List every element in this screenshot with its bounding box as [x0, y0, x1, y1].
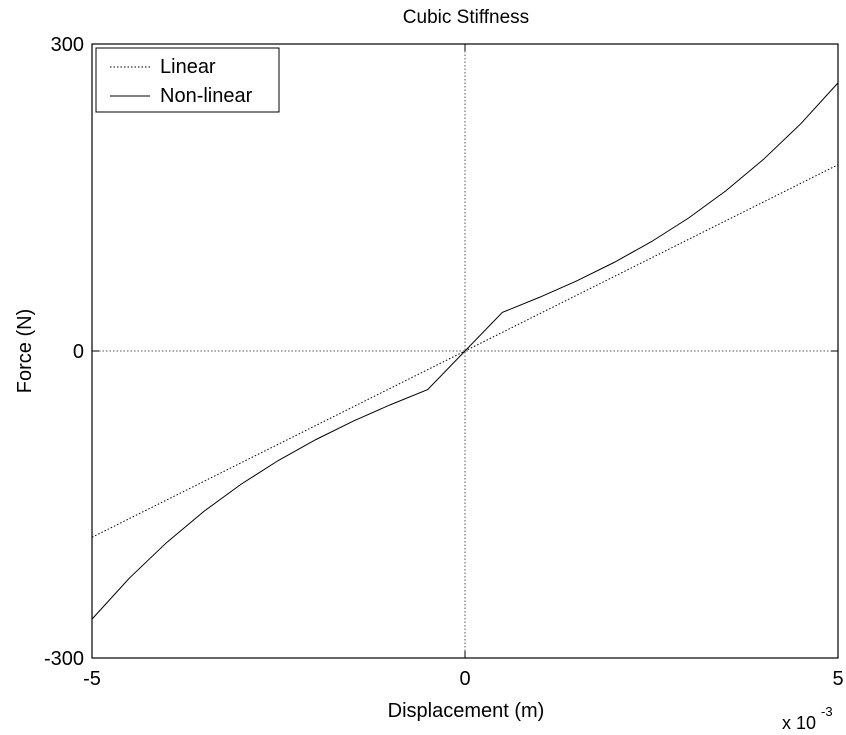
legend-label-linear: Linear	[160, 56, 216, 78]
x-exponent-base: x 10	[782, 713, 816, 733]
x-exponent-power: -3	[821, 704, 833, 719]
y-tick-label: -300	[44, 648, 84, 670]
legend-box	[95, 47, 280, 113]
x-tick-label: 0	[459, 668, 470, 690]
legend: Linear Non-linear	[95, 47, 280, 113]
y-tick-label: 0	[73, 341, 84, 363]
y-tick-label: 300	[51, 34, 84, 56]
y-axis-label: Force (N)	[14, 309, 36, 393]
series-line-nonlinear	[91, 82, 839, 620]
x-tick-label: 5	[832, 668, 843, 690]
chart-title: Cubic Stiffness	[403, 7, 529, 28]
x-axis-label: Displacement (m)	[388, 700, 545, 722]
x-tick-label: -5	[83, 668, 101, 690]
legend-label-nonlinear: Non-linear	[160, 85, 253, 107]
